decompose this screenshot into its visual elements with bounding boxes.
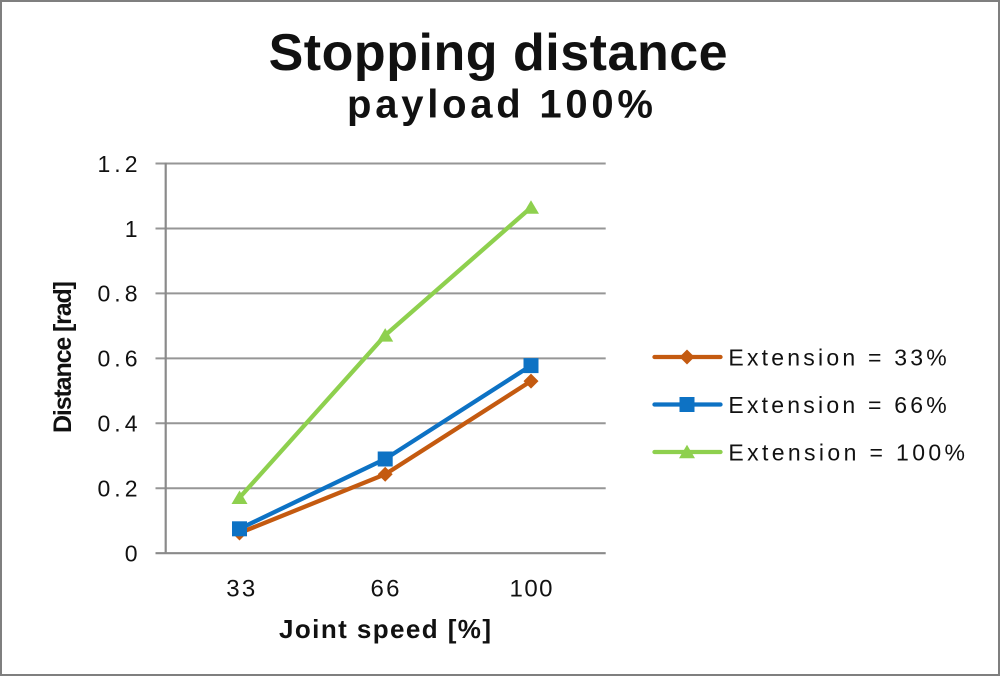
svg-text:0.2: 0.2: [98, 476, 138, 502]
svg-text:payload 100%: payload 100%: [347, 83, 653, 127]
svg-text:0.6: 0.6: [98, 346, 138, 372]
svg-text:Extension = 33%: Extension = 33%: [728, 344, 946, 370]
svg-text:1: 1: [125, 216, 138, 242]
svg-text:Distance [rad]: Distance [rad]: [49, 281, 77, 433]
svg-text:1.2: 1.2: [98, 151, 138, 177]
svg-text:Stopping distance: Stopping distance: [269, 24, 728, 82]
svg-text:0.4: 0.4: [98, 411, 138, 437]
svg-text:0: 0: [125, 541, 138, 567]
svg-text:100: 100: [510, 576, 553, 603]
svg-text:Extension = 100%: Extension = 100%: [728, 439, 965, 465]
svg-text:Joint speed [%]: Joint speed [%]: [279, 614, 491, 644]
svg-text:Extension = 66%: Extension = 66%: [728, 392, 946, 418]
svg-text:0.8: 0.8: [98, 281, 138, 307]
